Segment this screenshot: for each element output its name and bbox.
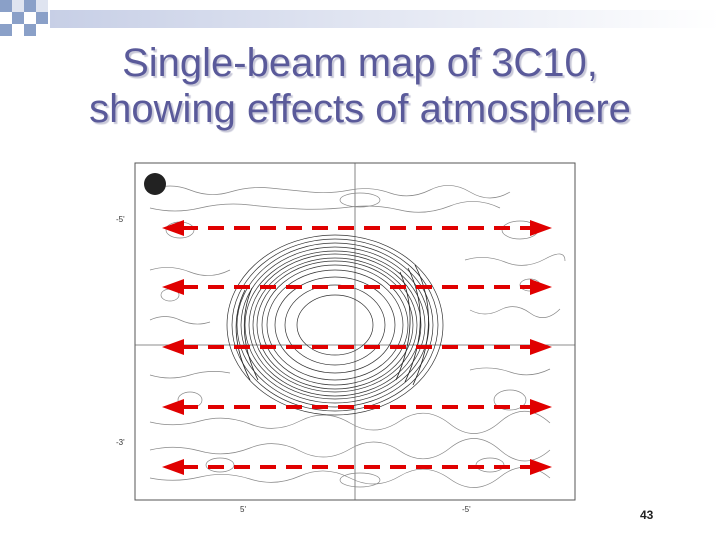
- remnant-limb-contours: [235, 264, 429, 386]
- remnant-shell-contours: [226, 234, 444, 416]
- slide-title-line-2: showing effects of atmosphere: [89, 87, 631, 131]
- scan-direction-arrows: [162, 220, 552, 475]
- slide-title-line-1: Single-beam map of 3C10,: [122, 41, 598, 85]
- scan-arrow-2: [162, 279, 552, 295]
- beam-marker: [144, 173, 166, 195]
- scan-arrow-1: [162, 220, 552, 236]
- scan-arrow-3: [162, 339, 552, 355]
- x-tick-right: -5': [462, 505, 471, 514]
- corner-decoration: [0, 0, 720, 36]
- page-number: 43: [640, 508, 654, 522]
- x-tick-left: 5': [240, 505, 246, 514]
- scan-arrow-5: [162, 459, 552, 475]
- y-tick-top: -5': [116, 215, 125, 224]
- scan-arrow-4: [162, 399, 552, 415]
- y-tick-bottom: -3': [116, 438, 125, 447]
- slide-title: Single-beam map of 3C10, showing effects…: [0, 40, 720, 132]
- single-beam-contour-map: -5' -3' 5' -5': [116, 162, 576, 514]
